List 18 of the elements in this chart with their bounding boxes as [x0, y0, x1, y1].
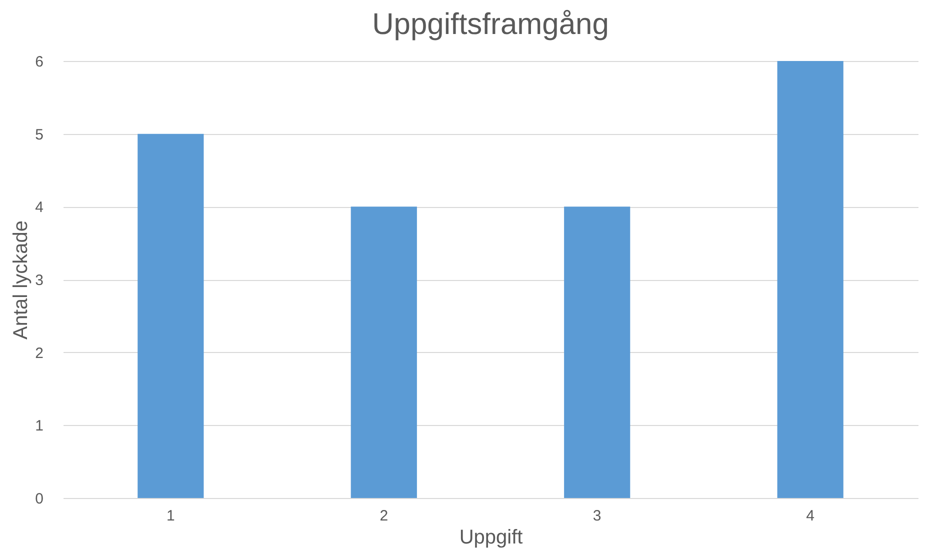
x-tick-label: 1 — [166, 508, 175, 524]
y-axis-title: Antal lyckade — [10, 220, 32, 340]
y-tick-label: 6 — [35, 54, 44, 70]
x-tick-label: 4 — [806, 508, 814, 524]
x-axis-title: Uppgift — [459, 526, 524, 548]
y-tick-label: 3 — [35, 272, 44, 289]
y-tick-label: 4 — [35, 199, 44, 216]
y-tick-label: 1 — [35, 418, 44, 435]
y-tick-label: 0 — [35, 490, 44, 508]
bar — [138, 134, 204, 498]
x-tick-label: 2 — [380, 508, 388, 524]
y-tick-label: 5 — [35, 126, 44, 144]
bar — [564, 206, 630, 498]
x-tick-label: 3 — [592, 508, 602, 524]
chart-title: Uppgiftsframgång — [372, 8, 609, 41]
bar — [777, 61, 844, 498]
y-tick-label: 2 — [35, 344, 44, 362]
bar — [350, 206, 417, 498]
